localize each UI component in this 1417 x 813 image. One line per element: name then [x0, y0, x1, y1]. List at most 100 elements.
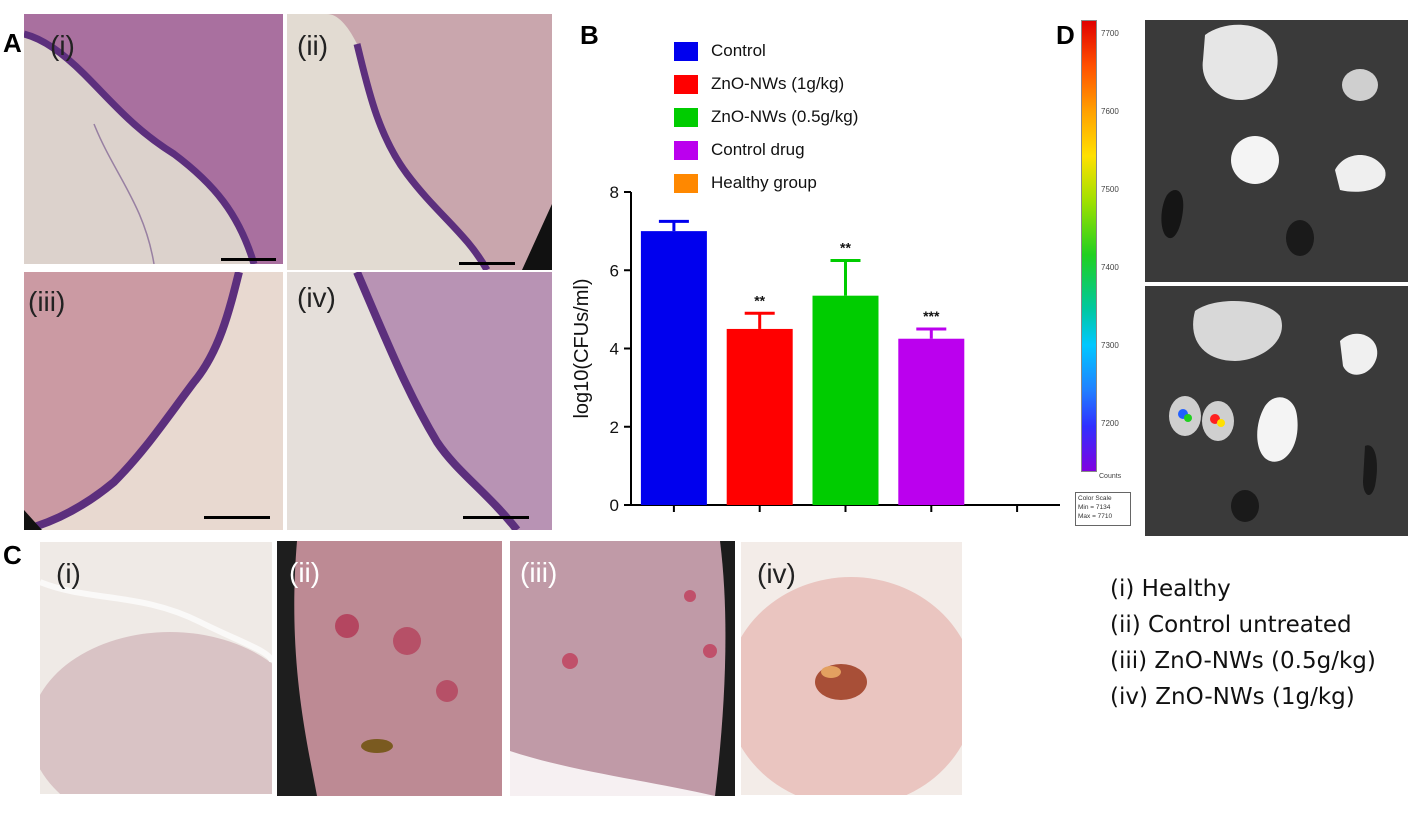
spleen-organ [1161, 190, 1184, 239]
legend-item: ZnO-NWs (0.5g/kg) [674, 106, 934, 132]
panel-label-a: A [3, 28, 22, 58]
photo-legend-item: (i) Healthy [1110, 576, 1231, 602]
y-tick-label: 0 [610, 496, 619, 515]
legend-item: ZnO-NWs (1g/kg) [674, 73, 934, 99]
photo-label-1: (i) [56, 558, 81, 589]
color-scale-min: Min = 7134 [1078, 504, 1111, 511]
significance-marker: ** [840, 239, 851, 255]
photo-legend: (i) Healthy (ii) Control untreated (iii)… [1110, 571, 1376, 715]
histology-image-1: (i) [24, 14, 283, 264]
bar-control [640, 231, 707, 505]
histology-image-2: (ii) [287, 14, 552, 270]
scale-bar [463, 516, 529, 519]
photo-skin [510, 541, 726, 796]
photo-wound-highlight [821, 666, 841, 678]
wound-photo-4: (iv) [741, 542, 962, 795]
histology-epidermis [24, 272, 243, 530]
photo-lesion [335, 614, 359, 638]
histology-label-1: (i) [50, 30, 75, 61]
photo-label-2: (ii) [289, 557, 321, 588]
histology-drawing-2 [287, 14, 552, 270]
photo-label-3: (iii) [520, 557, 558, 588]
heart-organ [1257, 397, 1298, 462]
color-scale-bar: 7700 7600 7500 7400 7300 7200 Counts Col… [1075, 20, 1143, 526]
colorbar-tick: 7200 [1101, 419, 1119, 428]
photo-lesion [436, 680, 458, 702]
photo-fur-patch [510, 751, 715, 796]
colorbar-tick: 7500 [1101, 185, 1119, 194]
scale-bar [204, 516, 270, 519]
histology-label-3: (iii) [28, 286, 66, 317]
organ-image-top [1145, 20, 1408, 282]
y-tick-label: 4 [610, 340, 619, 359]
photo-drawing-2 [277, 541, 502, 796]
histology-fiber [93, 123, 155, 264]
colorbar-tick: 7700 [1101, 29, 1119, 38]
colorbar-tick: 7600 [1101, 107, 1119, 116]
fluorescence-signal [1184, 414, 1192, 422]
organ-drawing-bottom [1169, 300, 1378, 522]
y-tick-label: 2 [610, 418, 619, 437]
liver-organ [1193, 300, 1282, 361]
photo-hair-strand [40, 579, 272, 663]
panel-label-b: B [580, 20, 599, 50]
histology-epidermis [24, 30, 258, 264]
histology-tissue [24, 272, 239, 530]
organ [1231, 490, 1259, 522]
legend-item: Control [674, 40, 934, 66]
legend-label: Control [711, 41, 766, 60]
photo-lesion [703, 644, 717, 658]
legend-swatch [674, 75, 698, 94]
bar-zno-nws-0-5g-kg- [812, 295, 879, 505]
y-tick-label: 6 [610, 261, 619, 280]
organ-image-bottom [1145, 286, 1408, 536]
wound-photo-2: (ii) [277, 541, 502, 796]
lung-organ [1335, 155, 1386, 192]
organ [1286, 220, 1314, 256]
photo-lesion [684, 590, 696, 602]
legend-label: ZnO-NWs (1g/kg) [711, 74, 845, 93]
histology-drawing-1 [24, 14, 283, 264]
histology-epidermis [353, 43, 491, 270]
lung-organ [1340, 333, 1378, 375]
photo-scab [361, 739, 393, 753]
fluorescence-signal [1217, 419, 1225, 427]
spleen-organ [1363, 445, 1377, 496]
legend-label: Healthy group [711, 173, 817, 192]
histology-tissue [327, 14, 552, 270]
legend-label: Control drug [711, 140, 805, 159]
wound-photo-3: (iii) [510, 541, 735, 796]
scale-bar [459, 262, 515, 265]
kidney-organ [1342, 69, 1378, 101]
photo-skin [294, 541, 502, 796]
bar-control-drug [898, 338, 965, 505]
liver-organ [1202, 24, 1278, 101]
histology-image-3: (iii) [24, 272, 283, 530]
color-gradient [1081, 20, 1097, 472]
legend-swatch [674, 174, 698, 193]
histology-tissue [357, 272, 552, 530]
legend-label: ZnO-NWs (0.5g/kg) [711, 107, 859, 126]
histology-label-2: (ii) [297, 30, 329, 61]
photo-drawing-3 [510, 541, 735, 796]
histology-epidermis [353, 272, 521, 530]
color-scale-title: Color Scale [1078, 495, 1112, 502]
legend-item: Control drug [674, 139, 934, 165]
wound-photo-1: (i) [40, 542, 272, 794]
colorbar-unit: Counts [1099, 473, 1122, 480]
scale-bar [221, 258, 276, 261]
photo-lesion [393, 627, 421, 655]
panel-label-c: C [3, 540, 22, 570]
histology-drawing-3 [24, 272, 283, 530]
histology-label-4: (iv) [297, 282, 336, 313]
legend-swatch [674, 141, 698, 160]
photo-legend-item: (ii) Control untreated [1110, 612, 1352, 638]
image-corner-shadow [522, 204, 552, 270]
photo-legend-item: (iii) ZnO-NWs (0.5g/kg) [1110, 648, 1376, 674]
significance-marker: *** [923, 308, 940, 324]
photo-legend-item: (iv) ZnO-NWs (1g/kg) [1110, 684, 1355, 710]
image-corner-shadow [24, 510, 42, 530]
y-tick-label: 8 [610, 183, 619, 202]
photo-drawing-4 [741, 542, 962, 795]
